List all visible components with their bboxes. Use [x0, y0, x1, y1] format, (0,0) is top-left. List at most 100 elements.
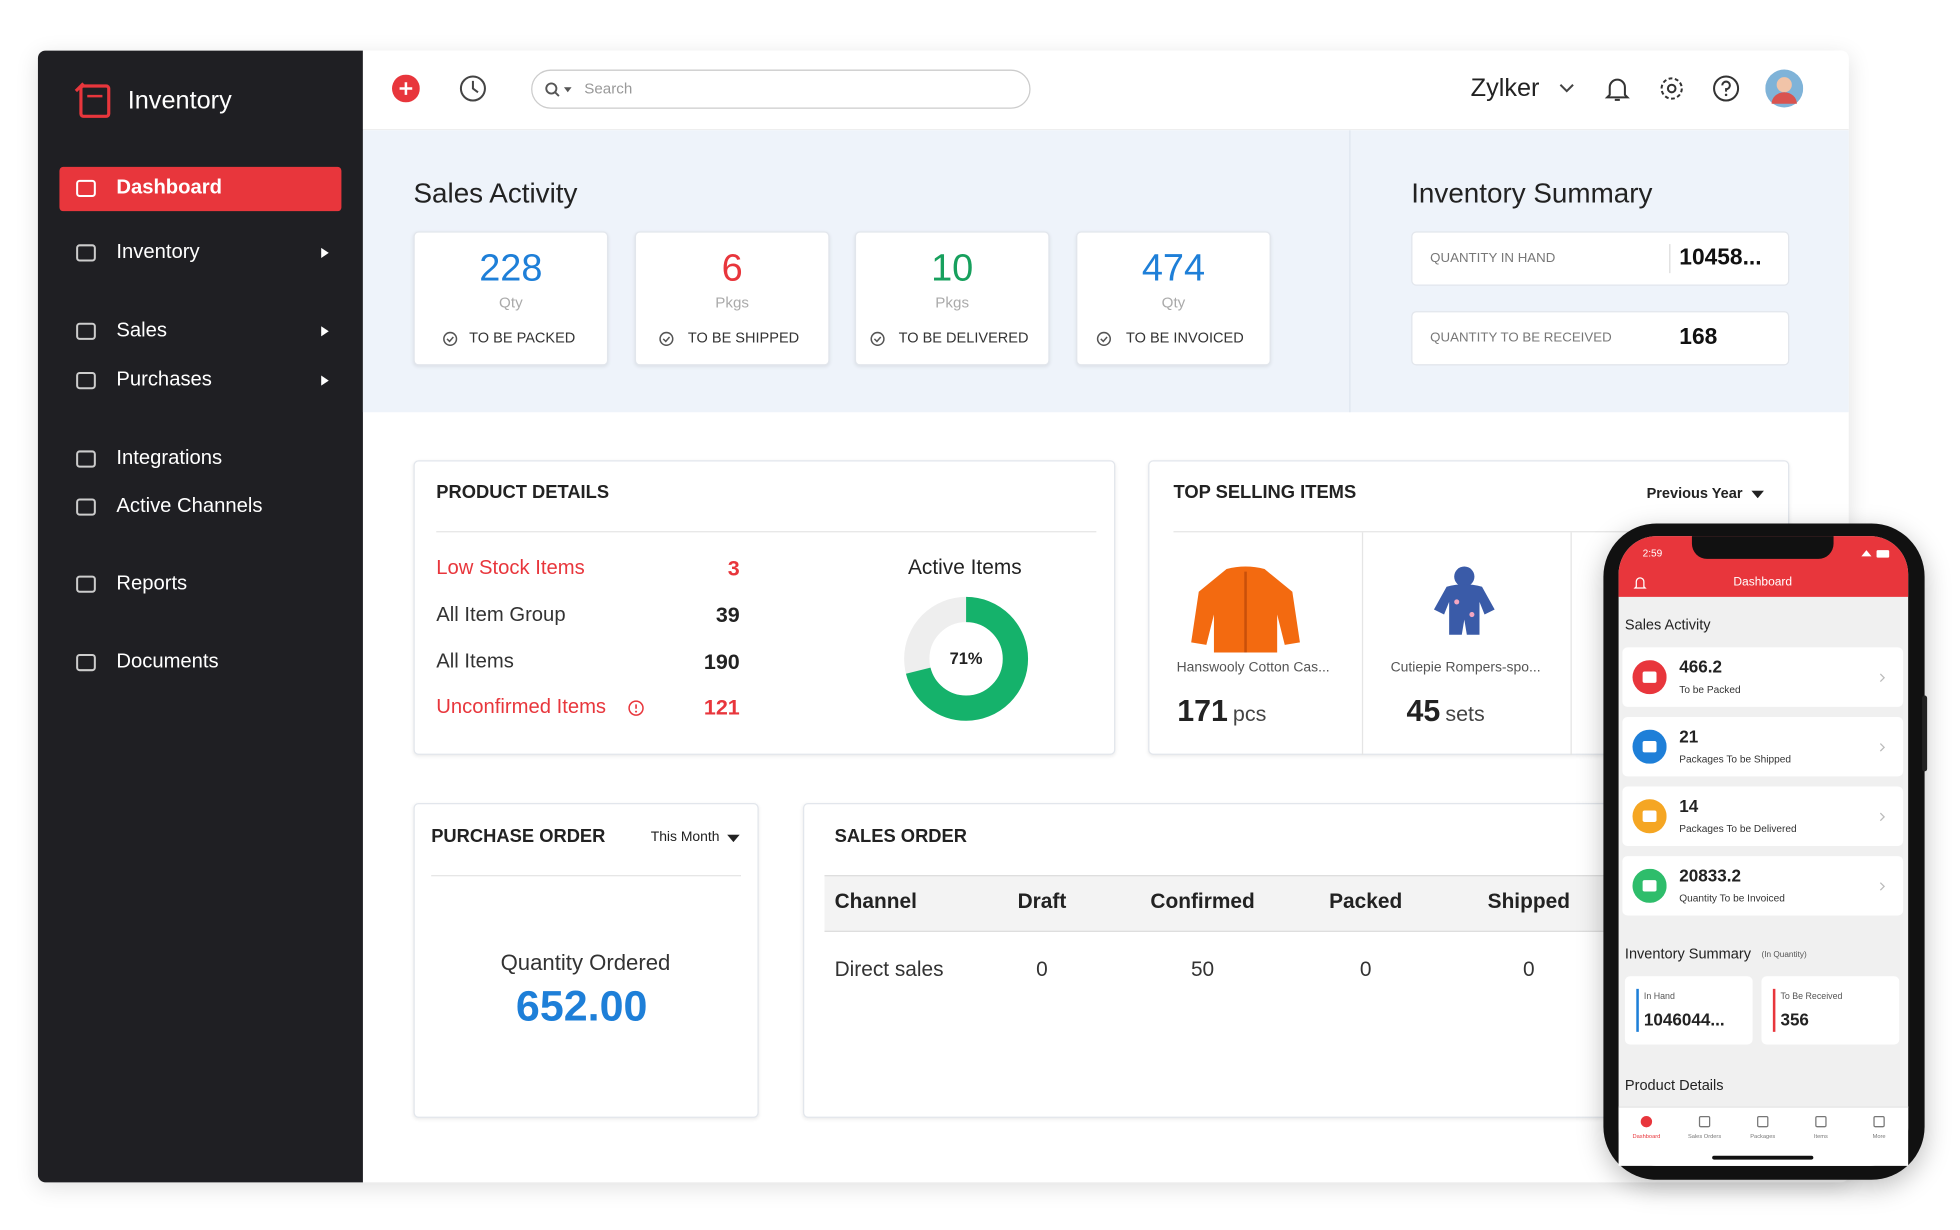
phone-notch — [1691, 536, 1834, 559]
phone-summary-accent — [1636, 988, 1639, 1032]
menu-arrow[interactable] — [320, 375, 330, 386]
avatar[interactable] — [1765, 69, 1804, 108]
menu-arrow-part — [321, 326, 329, 337]
product-image-part — [1454, 599, 1460, 605]
product-unit: sets — [1445, 701, 1485, 726]
menu-item[interactable]: Active Channels — [116, 495, 263, 517]
menu-item[interactable]: Integrations — [116, 447, 223, 469]
filter-dropdown[interactable]: This Month — [650, 829, 720, 846]
menu-icon[interactable] — [73, 650, 98, 675]
phone-activity-value: 20833.2 — [1679, 865, 1742, 885]
phone-button — [1922, 695, 1928, 772]
add-button[interactable] — [392, 74, 420, 103]
phone-section-title: Inventory Summary — [1624, 947, 1751, 963]
activity-unit: Qty — [1161, 292, 1186, 311]
detail-label[interactable]: Low Stock Items — [436, 557, 585, 579]
phone-activity-item[interactable] — [1622, 716, 1904, 777]
history-button[interactable] — [458, 73, 488, 103]
search-icon — [545, 82, 572, 97]
phone-activity-label: Packages To be Shipped — [1679, 754, 1792, 766]
detail-value: 39 — [715, 603, 740, 628]
phone-summary-box — [1624, 976, 1753, 1045]
menu-icon[interactable] — [73, 319, 98, 344]
menu-icon-part — [76, 179, 96, 198]
product-image-part — [1433, 584, 1495, 635]
search-icon-part — [545, 82, 558, 95]
menu-icon[interactable] — [73, 446, 98, 471]
phone-tab-icon[interactable] — [1871, 1114, 1886, 1129]
activity-status-icon-part — [662, 336, 671, 343]
phone-activity-item[interactable] — [1622, 786, 1904, 846]
phone-tab-icon-part — [1815, 1115, 1827, 1128]
menu-icon[interactable] — [73, 240, 98, 265]
org-name[interactable]: Zylker — [1470, 74, 1540, 103]
settings[interactable] — [1658, 75, 1686, 103]
phone-tab-label[interactable]: Dashboard — [1632, 1132, 1661, 1140]
help[interactable] — [1712, 75, 1740, 103]
menu-icon-part — [76, 372, 96, 390]
search-box[interactable] — [531, 69, 1031, 109]
table-cell: Direct sales — [834, 959, 944, 982]
menu-icon[interactable] — [73, 368, 98, 393]
phone-bell[interactable] — [1632, 575, 1647, 590]
detail-label[interactable]: Unconfirmed Items — [436, 696, 607, 718]
table-header-cell: Channel — [834, 890, 917, 914]
phone-tab-icon[interactable] — [1813, 1114, 1828, 1129]
menu-icon[interactable] — [73, 572, 98, 597]
menu-icon[interactable] — [73, 494, 98, 519]
filter-caret[interactable] — [1751, 490, 1765, 499]
phone-tab-label[interactable]: Sales Orders — [1687, 1132, 1722, 1140]
active-menu-item[interactable] — [59, 166, 342, 212]
search-placeholder[interactable]: Search — [584, 79, 633, 97]
menu-arrow[interactable] — [320, 326, 330, 337]
activity-card[interactable] — [854, 231, 1050, 366]
phone-tab-icon[interactable] — [1755, 1114, 1770, 1129]
menu-arrow[interactable] — [320, 247, 330, 258]
phone-summary-box — [1761, 976, 1900, 1045]
activity-label: TO BE INVOICED — [1125, 331, 1244, 347]
phone-tab-icon[interactable] — [1697, 1114, 1712, 1129]
menu-item[interactable]: Purchases — [116, 368, 212, 391]
phone-summary-label: In Hand — [1643, 992, 1675, 1002]
help-part — [1724, 93, 1728, 97]
filter-dropdown[interactable]: Previous Year — [1646, 486, 1743, 502]
phone-chevron-part — [1879, 812, 1886, 822]
donut-title: Active Items — [908, 556, 1022, 580]
product-qty: 171 — [1177, 694, 1228, 729]
brand-logo — [74, 82, 111, 118]
menu-item[interactable]: Inventory — [116, 241, 200, 263]
phone-time: 2:59 — [1642, 548, 1663, 560]
phone-tab-label[interactable]: More — [1872, 1132, 1886, 1140]
detail-value: 190 — [703, 650, 740, 675]
phone-activity-item[interactable] — [1622, 647, 1904, 707]
menu-item[interactable]: Reports — [116, 572, 188, 595]
table-header-cell: Packed — [1329, 890, 1403, 914]
menu-item[interactable]: Sales — [116, 319, 167, 342]
panel-title: PURCHASE ORDER — [431, 826, 606, 848]
phone-tab-icon[interactable] — [1639, 1114, 1654, 1129]
product-image-part — [1469, 612, 1475, 618]
panel — [802, 802, 1651, 1118]
phone-tab-label[interactable]: Packages — [1750, 1132, 1776, 1140]
phone-bell-part — [1633, 577, 1647, 589]
detail-label[interactable]: All Items — [436, 650, 514, 673]
section-title: Sales Activity — [413, 176, 578, 209]
filter-caret[interactable] — [727, 834, 740, 843]
summary-label: QUANTITY TO BE RECEIVED — [1430, 329, 1612, 345]
detail-label[interactable]: All Item Group — [436, 604, 566, 626]
phone-activity-label: To be Packed — [1679, 684, 1741, 696]
cell-divider — [1570, 532, 1572, 755]
org-caret[interactable] — [1558, 83, 1576, 94]
search-icon-part — [554, 91, 560, 97]
activity-value: 228 — [479, 247, 543, 290]
notifications[interactable] — [1603, 75, 1631, 103]
menu-item[interactable]: Documents — [116, 650, 219, 673]
phone-tab-label[interactable]: Items — [1813, 1132, 1828, 1140]
menu-item[interactable]: Dashboard — [116, 176, 223, 199]
activity-card[interactable] — [634, 231, 830, 366]
phone-activity-item[interactable] — [1622, 856, 1904, 916]
brand-logo-part — [79, 84, 111, 118]
menu-icon[interactable] — [73, 176, 98, 201]
activity-unit: Qty — [499, 292, 523, 311]
